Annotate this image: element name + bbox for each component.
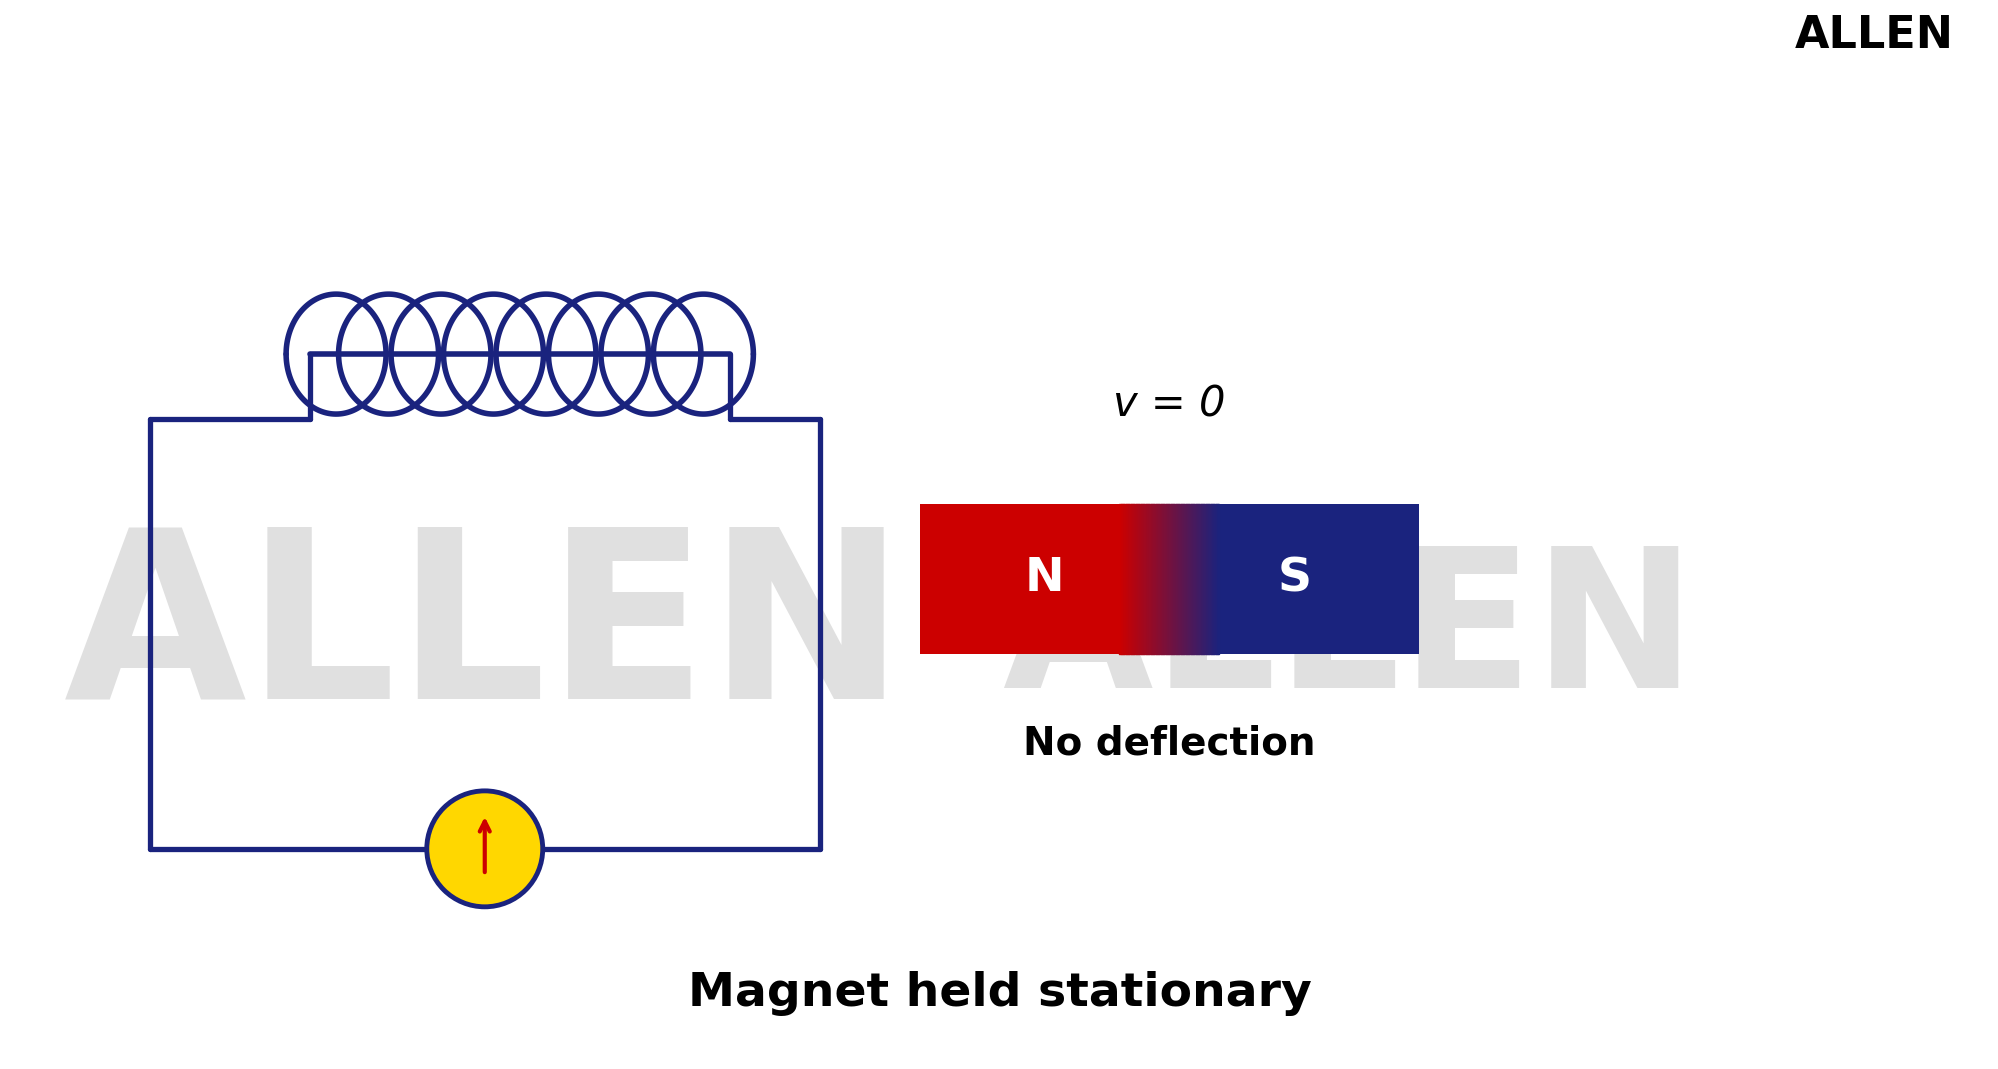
Bar [919,503,1169,654]
Circle shape [428,791,543,907]
Text: N: N [1025,557,1063,602]
Text: v = 0: v = 0 [1113,383,1225,425]
Bar [1169,503,1419,654]
Text: No deflection: No deflection [1023,725,1315,763]
Text: ALLEN: ALLEN [1001,540,1696,728]
Text: Magnet held stationary: Magnet held stationary [687,972,1311,1017]
Text: S: S [1277,557,1311,602]
Text: ALLEN: ALLEN [1794,14,1954,58]
Text: ALLEN: ALLEN [64,520,905,748]
